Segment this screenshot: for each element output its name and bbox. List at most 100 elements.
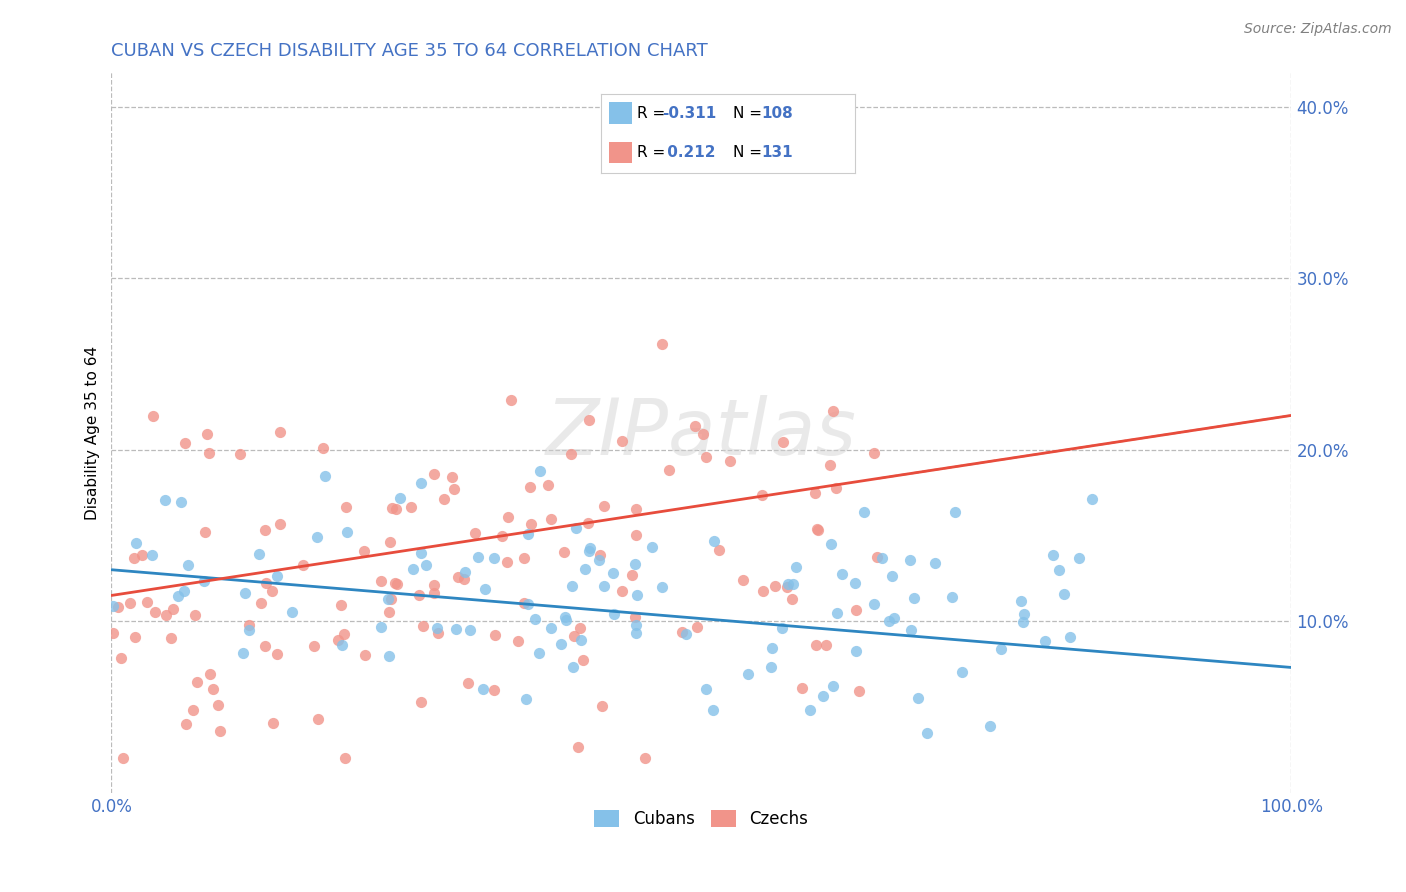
Point bbox=[353, 544, 375, 558]
Point bbox=[569, 633, 592, 648]
Point bbox=[761, 640, 783, 655]
Point bbox=[903, 591, 925, 606]
Point bbox=[671, 624, 693, 639]
Point bbox=[198, 446, 221, 460]
Point bbox=[153, 493, 176, 508]
Legend: Cubans, Czechs: Cubans, Czechs bbox=[588, 803, 815, 835]
Point bbox=[561, 579, 583, 593]
Point bbox=[1012, 615, 1035, 629]
Point bbox=[377, 591, 399, 606]
Point bbox=[844, 575, 866, 590]
Point bbox=[675, 627, 697, 641]
Point bbox=[602, 566, 624, 580]
Point bbox=[515, 692, 537, 706]
Point bbox=[626, 502, 648, 516]
Point bbox=[326, 633, 349, 648]
Point bbox=[610, 584, 633, 599]
Point bbox=[176, 717, 198, 731]
Point bbox=[589, 548, 612, 562]
Point bbox=[110, 651, 132, 665]
Point bbox=[683, 419, 706, 434]
Point bbox=[183, 703, 205, 717]
Point bbox=[624, 618, 647, 632]
Point bbox=[333, 751, 356, 765]
Point bbox=[111, 751, 134, 765]
Point bbox=[482, 683, 505, 698]
Text: CUBAN VS CZECH DISABILITY AGE 35 TO 64 CORRELATION CHART: CUBAN VS CZECH DISABILITY AGE 35 TO 64 C… bbox=[111, 42, 709, 60]
Point bbox=[785, 560, 807, 574]
Point bbox=[177, 558, 200, 572]
Point bbox=[574, 561, 596, 575]
Point bbox=[751, 488, 773, 502]
Point bbox=[1010, 594, 1032, 608]
Point bbox=[484, 627, 506, 641]
Point bbox=[332, 639, 354, 653]
Point bbox=[900, 623, 922, 637]
Point bbox=[804, 485, 827, 500]
Point bbox=[170, 495, 193, 509]
Point bbox=[520, 516, 543, 531]
Point bbox=[924, 556, 946, 570]
Point bbox=[262, 584, 284, 599]
Point bbox=[565, 521, 588, 535]
Point bbox=[389, 491, 412, 505]
Point bbox=[266, 568, 288, 582]
Point bbox=[238, 618, 260, 632]
Point bbox=[200, 666, 222, 681]
Point bbox=[941, 591, 963, 605]
Point bbox=[426, 626, 449, 640]
Point bbox=[422, 586, 444, 600]
Point bbox=[610, 434, 633, 448]
Point bbox=[593, 500, 616, 514]
Point bbox=[695, 682, 717, 697]
Point bbox=[1047, 562, 1070, 576]
Point bbox=[266, 647, 288, 661]
Point bbox=[825, 481, 848, 495]
Point bbox=[262, 716, 284, 731]
Point bbox=[353, 648, 375, 663]
Point bbox=[815, 639, 838, 653]
Point bbox=[447, 569, 470, 583]
Point bbox=[603, 607, 626, 621]
Point bbox=[540, 512, 562, 526]
Point bbox=[160, 632, 183, 646]
Point bbox=[474, 582, 496, 597]
Point bbox=[776, 580, 799, 594]
Point bbox=[302, 639, 325, 653]
Point bbox=[880, 568, 903, 582]
Point bbox=[1059, 630, 1081, 644]
Point bbox=[513, 551, 536, 566]
Point bbox=[253, 524, 276, 538]
Point bbox=[399, 500, 422, 514]
Point bbox=[848, 684, 870, 698]
Point bbox=[143, 605, 166, 619]
Point bbox=[1081, 491, 1104, 506]
Point bbox=[898, 553, 921, 567]
Point bbox=[101, 599, 124, 613]
Point bbox=[807, 523, 830, 537]
Point bbox=[624, 610, 647, 624]
Point bbox=[820, 537, 842, 551]
Point bbox=[433, 492, 456, 507]
Point bbox=[634, 751, 657, 765]
Point bbox=[122, 551, 145, 566]
Point bbox=[453, 572, 475, 586]
Point bbox=[591, 699, 613, 714]
Point bbox=[658, 463, 681, 477]
Point bbox=[790, 681, 813, 696]
Y-axis label: Disability Age 35 to 64: Disability Age 35 to 64 bbox=[86, 345, 100, 520]
Point bbox=[208, 724, 231, 739]
Point bbox=[553, 545, 575, 559]
Point bbox=[806, 522, 828, 536]
Point bbox=[569, 621, 592, 635]
Point bbox=[228, 447, 250, 461]
Point bbox=[821, 679, 844, 693]
Point bbox=[562, 629, 585, 643]
Point bbox=[624, 527, 647, 541]
Point bbox=[799, 703, 821, 717]
Point bbox=[101, 626, 124, 640]
Point bbox=[238, 623, 260, 637]
Point bbox=[499, 392, 522, 407]
Point bbox=[862, 446, 884, 460]
Point bbox=[737, 667, 759, 681]
